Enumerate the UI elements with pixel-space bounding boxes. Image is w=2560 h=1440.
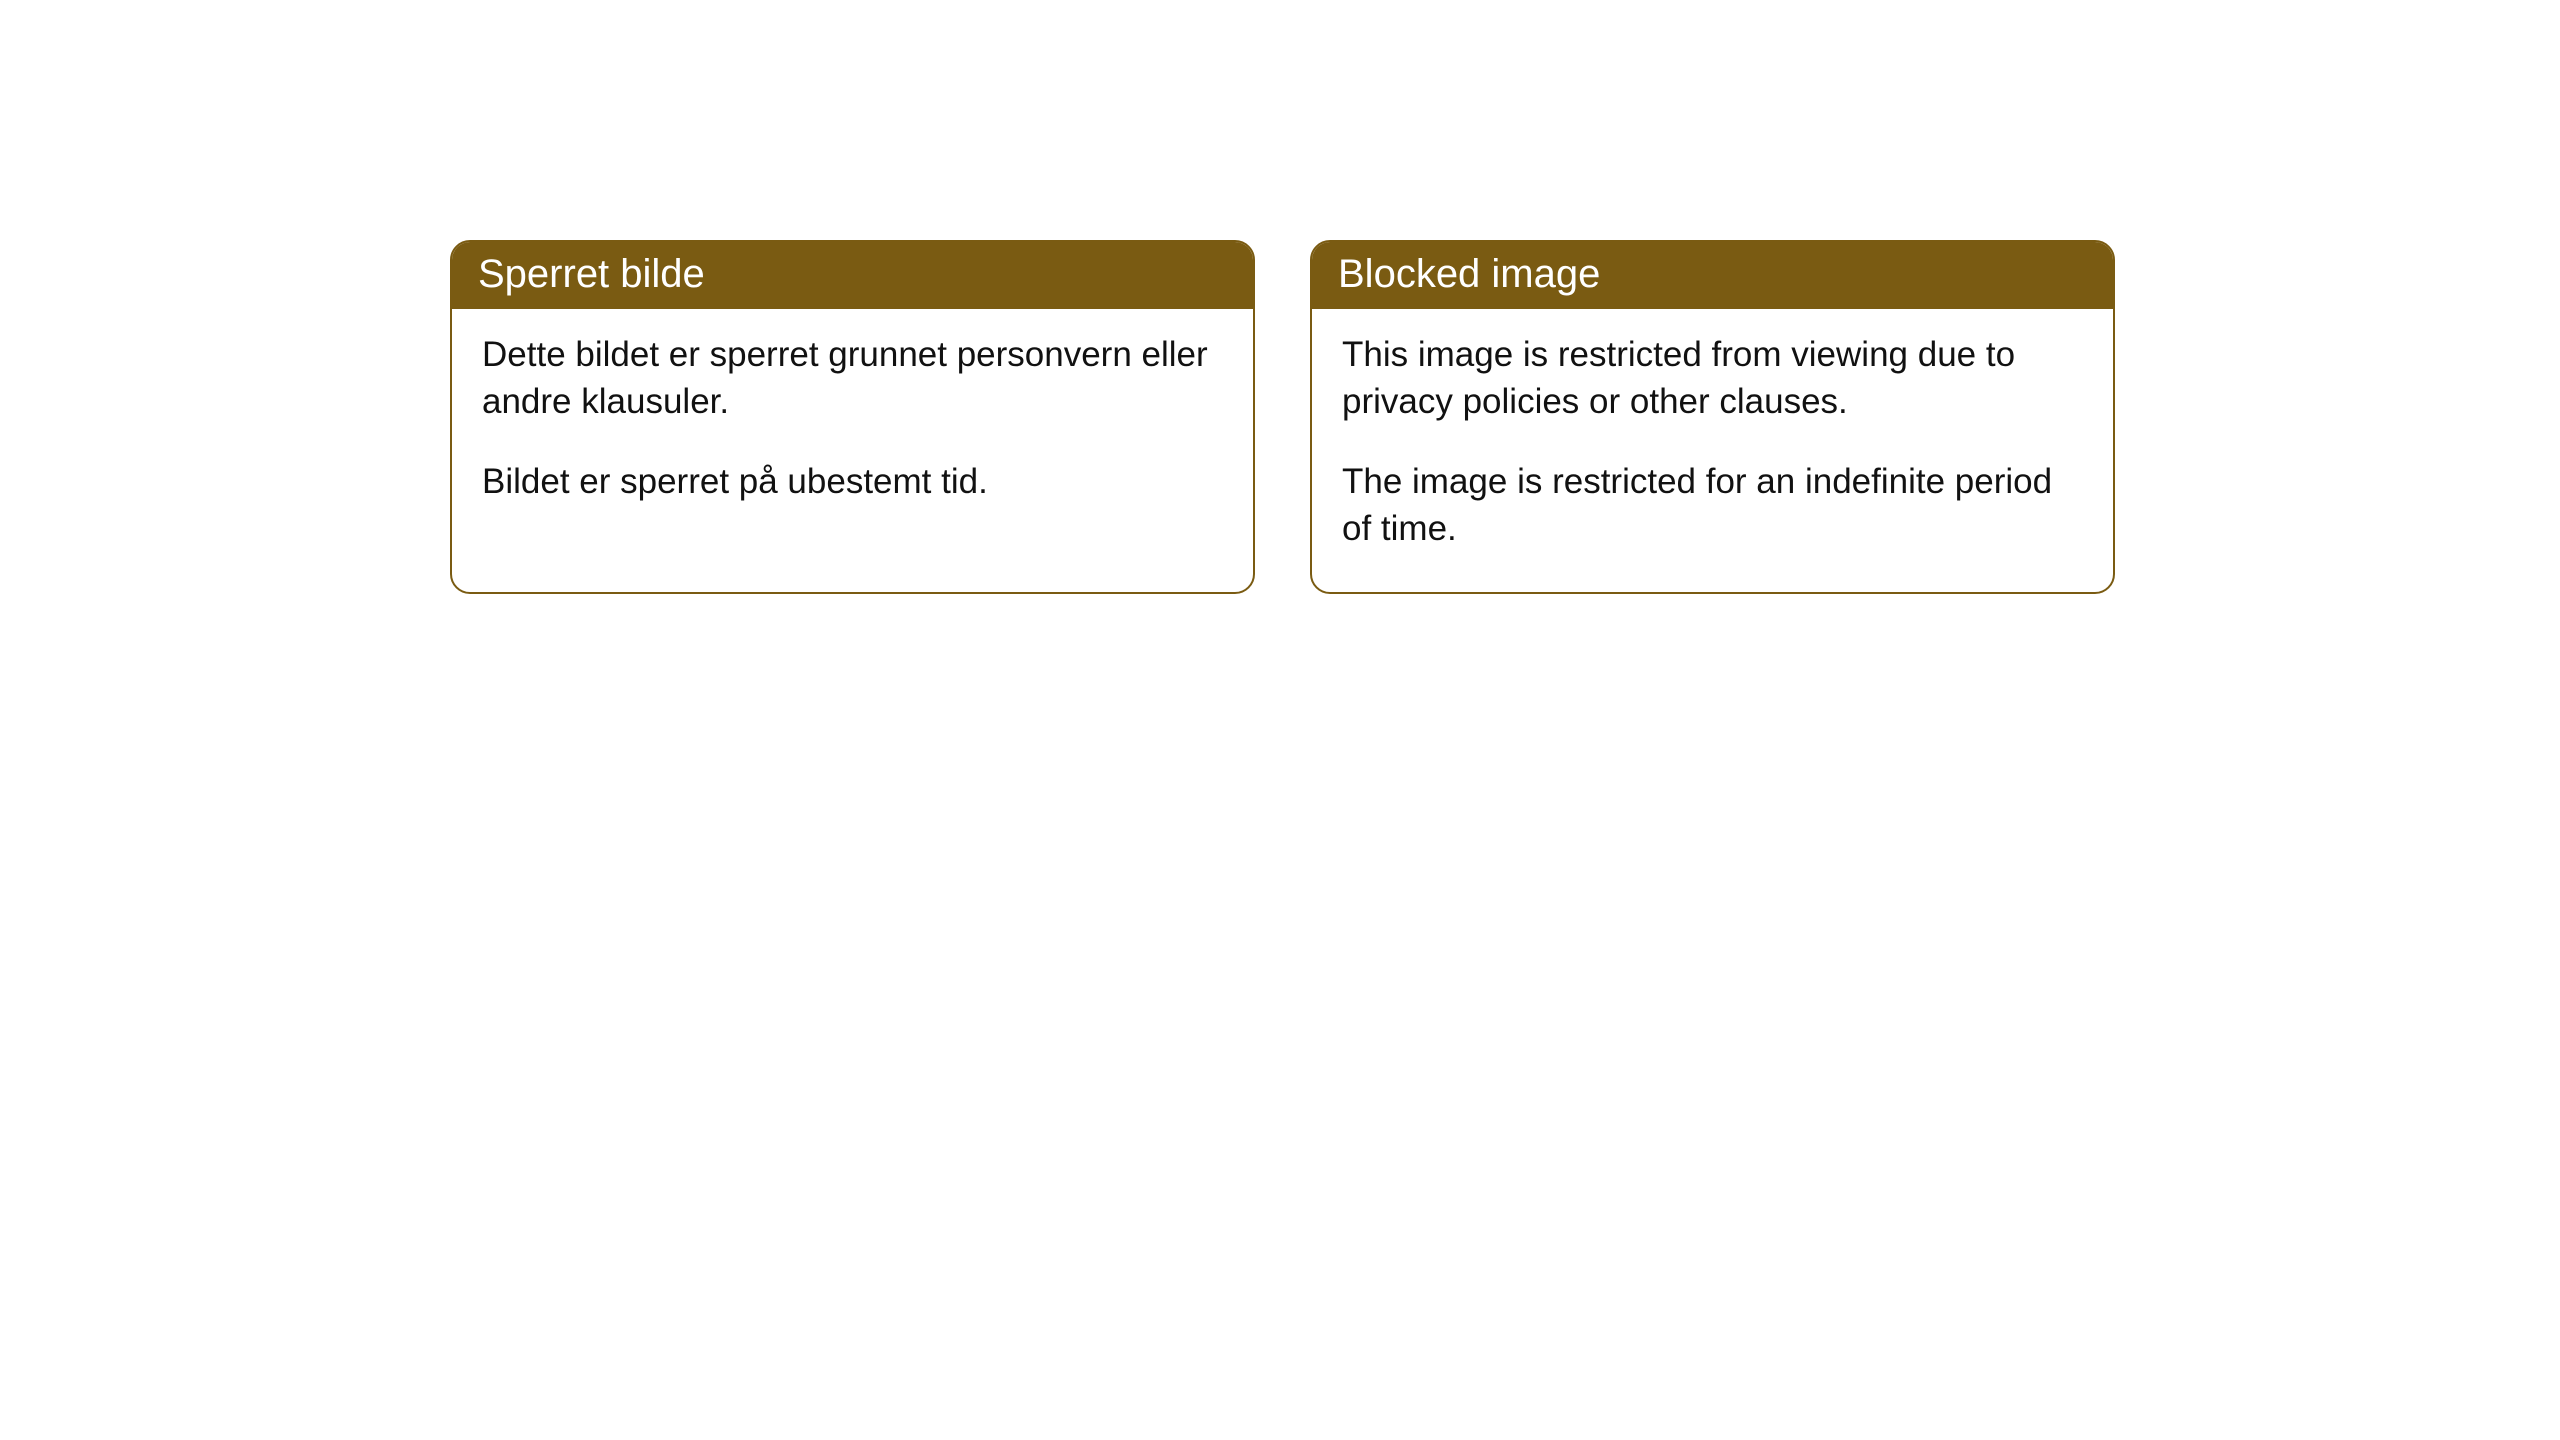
card-paragraph-2-en: The image is restricted for an indefinit… — [1342, 458, 2083, 553]
card-body-en: This image is restricted from viewing du… — [1312, 309, 2113, 592]
blocked-image-card-en: Blocked image This image is restricted f… — [1310, 240, 2115, 594]
card-paragraph-2-no: Bildet er sperret på ubestemt tid. — [482, 458, 1223, 505]
card-paragraph-1-no: Dette bildet er sperret grunnet personve… — [482, 331, 1223, 426]
card-paragraph-1-en: This image is restricted from viewing du… — [1342, 331, 2083, 426]
card-header-en: Blocked image — [1312, 242, 2113, 309]
blocked-image-card-no: Sperret bilde Dette bildet er sperret gr… — [450, 240, 1255, 594]
card-header-no: Sperret bilde — [452, 242, 1253, 309]
card-body-no: Dette bildet er sperret grunnet personve… — [452, 309, 1253, 545]
notice-cards-container: Sperret bilde Dette bildet er sperret gr… — [0, 0, 2560, 594]
